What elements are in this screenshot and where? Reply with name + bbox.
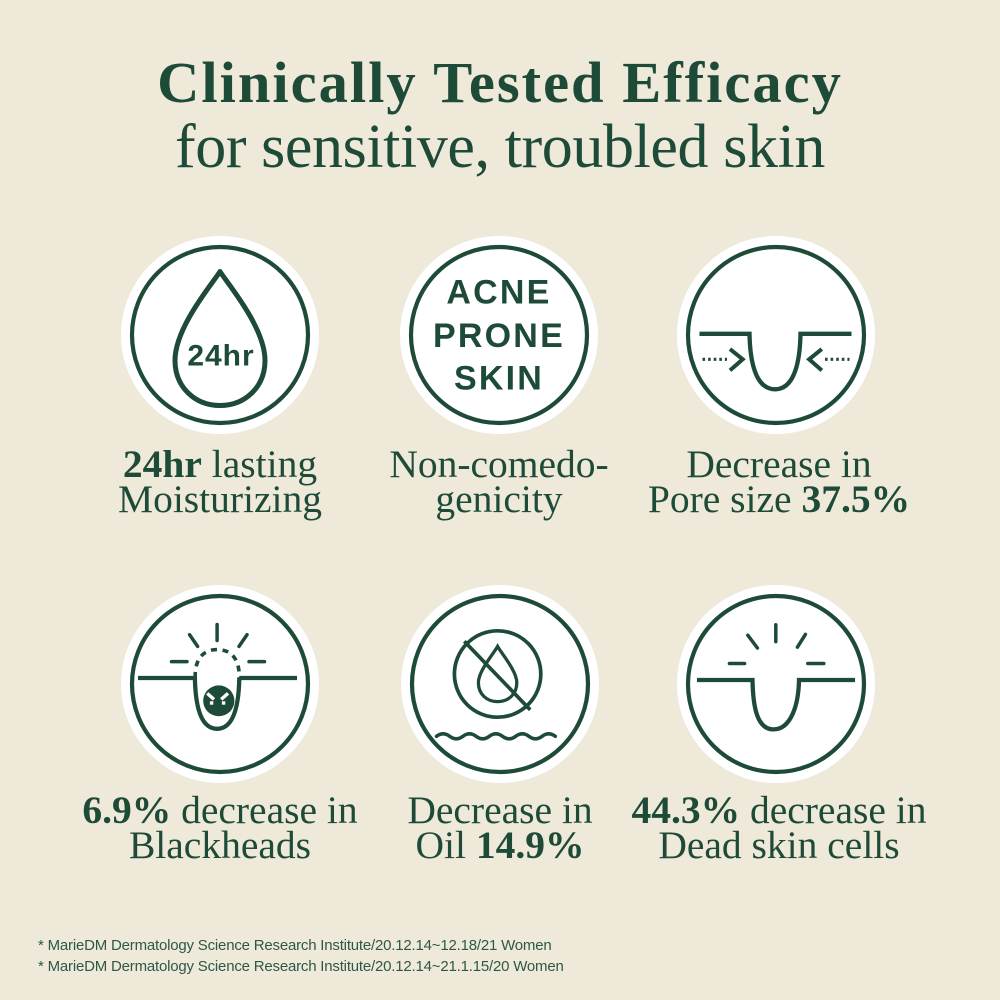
svg-text:PRONE: PRONE — [433, 317, 565, 355]
svg-text:24hr: 24hr — [187, 340, 254, 373]
svg-text:ACNE: ACNE — [446, 274, 551, 312]
svg-text:SKIN: SKIN — [454, 360, 544, 398]
